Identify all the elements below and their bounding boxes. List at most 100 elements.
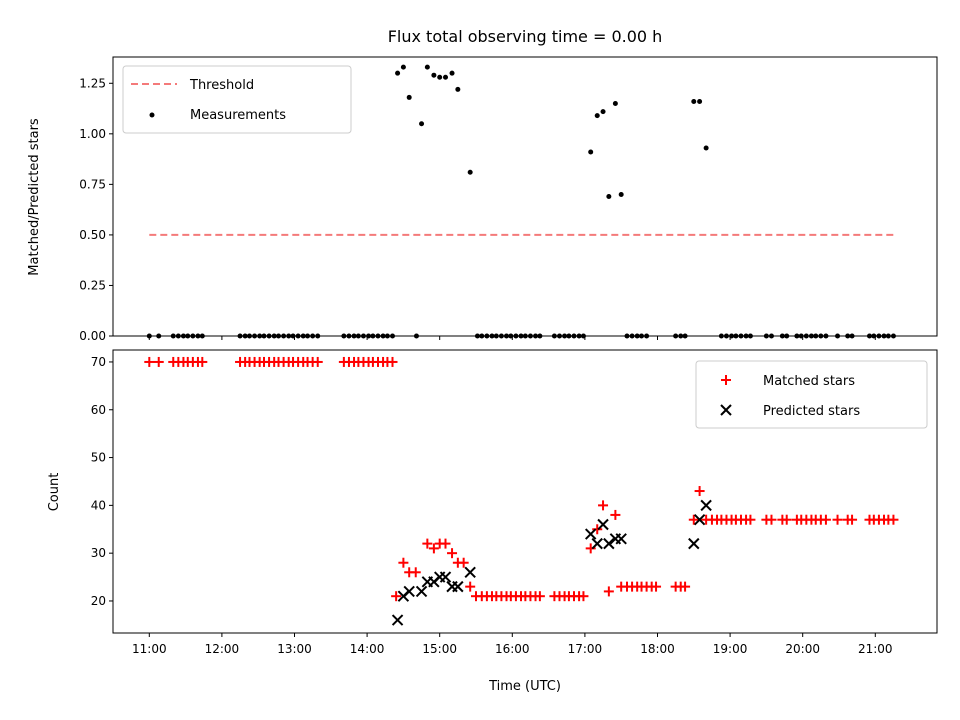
bottom-xtick-label: 14:00 xyxy=(350,642,385,656)
legend-threshold-label: Threshold xyxy=(189,78,254,93)
top-legend: Threshold Measurements xyxy=(122,65,352,134)
bottom-ytick-label: 20 xyxy=(91,594,106,608)
measurement-point xyxy=(612,101,618,106)
matched-star-point xyxy=(781,514,792,525)
predicted-star-point xyxy=(700,499,712,512)
predicted-star-point xyxy=(597,518,609,531)
bottom-ytick-label: 40 xyxy=(91,498,106,512)
measurement-point xyxy=(400,64,406,70)
predicted-star-point xyxy=(439,571,452,583)
measurement-point xyxy=(395,70,401,76)
bottom-xtick-label: 12:00 xyxy=(205,642,240,656)
top-panel: 0.00 0.25 0.50 0.75 1.00 1.25 Matched/Predict… xyxy=(27,56,938,343)
matched-star-point xyxy=(820,514,831,525)
top-yticks: 0.00 0.25 0.50 0.75 1.00 1.25 xyxy=(79,76,113,343)
matched-star-point xyxy=(688,514,699,525)
matched-star-point xyxy=(592,524,603,535)
measurement-point xyxy=(588,149,594,155)
measurement-point xyxy=(467,169,473,175)
matched-star-point xyxy=(428,543,439,554)
bottom-xtick-label: 21:00 xyxy=(858,642,893,656)
predicted-star-point xyxy=(403,585,415,598)
predicted-star-point xyxy=(693,513,706,526)
bottom-xtick-label: 20:00 xyxy=(785,642,820,656)
measurement-point xyxy=(443,74,449,80)
matched-star-point xyxy=(585,543,596,554)
matched-star-point xyxy=(440,538,451,549)
matched-star-point xyxy=(312,356,323,367)
measurement-point xyxy=(600,109,606,115)
bottom-xtick-label: 11:00 xyxy=(132,642,167,656)
predicted-star-point xyxy=(415,585,428,598)
top-ytick-label: 0.00 xyxy=(79,329,106,343)
matched-star-point xyxy=(144,356,155,367)
top-ytick-label: 0.50 xyxy=(79,228,106,242)
bottom-ytick-label: 70 xyxy=(91,355,106,369)
matched-star-point xyxy=(603,586,614,597)
measurement-point xyxy=(455,86,461,92)
bottom-xtick-label: 13:00 xyxy=(277,642,312,656)
top-ytick-label: 0.75 xyxy=(79,177,106,191)
measurement-point xyxy=(594,113,600,119)
matched-star-point xyxy=(447,548,458,559)
predicted-star-point xyxy=(584,528,597,540)
bottom-xtick-label: 19:00 xyxy=(713,642,748,656)
matched-star-point xyxy=(766,514,777,525)
top-legend-box xyxy=(122,65,352,134)
bottom-ytick-label: 50 xyxy=(91,451,106,465)
predicted-star-point xyxy=(452,580,464,593)
matched-star-point xyxy=(534,591,545,602)
matched-star-point xyxy=(694,486,705,497)
measurement-point xyxy=(703,145,709,151)
matched-star-point xyxy=(888,514,899,525)
predicted-star-point xyxy=(603,537,615,550)
predicted-star-point xyxy=(591,537,603,550)
predicted-star-point xyxy=(688,537,700,550)
matched-star-point xyxy=(458,557,469,568)
predicted-star-point xyxy=(615,533,627,545)
bottom-legend-box xyxy=(695,360,928,429)
matched-star-point xyxy=(153,356,164,367)
matched-star-point xyxy=(680,581,691,592)
measurement-point xyxy=(424,64,430,70)
matched-star-point xyxy=(610,509,621,520)
legend-measurements-label: Measurements xyxy=(190,108,286,123)
bottom-panel: 20 30 40 50 60 70 11:00 12:00 13:00 14:00 15:00 16… xyxy=(47,349,938,694)
matched-star-point xyxy=(598,500,609,511)
bottom-ytick-label: 60 xyxy=(91,403,106,417)
measurement-point xyxy=(437,74,443,80)
bottom-ytick-label: 30 xyxy=(91,546,106,560)
matched-star-point xyxy=(398,557,409,568)
bottom-ylabel: Count xyxy=(47,473,62,512)
matched-star-point xyxy=(410,567,421,578)
matched-star-point xyxy=(847,514,858,525)
top-ytick-label: 0.25 xyxy=(79,278,106,292)
top-ytick-label: 1.25 xyxy=(79,76,106,90)
matched-star-point xyxy=(391,591,402,602)
matched-star-point xyxy=(578,591,589,602)
matched-star-point xyxy=(422,538,433,549)
bottom-xtick-label: 15:00 xyxy=(422,642,457,656)
bottom-axes-frame xyxy=(112,349,938,634)
measurement-point xyxy=(449,70,455,76)
bottom-xtick-label: 16:00 xyxy=(495,642,530,656)
bottom-xtick-label: 17:00 xyxy=(568,642,603,656)
bottom-marks xyxy=(144,356,899,626)
matched-star-point xyxy=(745,514,756,525)
bottom-yticks: 20 30 40 50 60 70 xyxy=(91,355,113,608)
bottom-xtick-label: 18:00 xyxy=(640,642,675,656)
legend-predicted-swatch xyxy=(720,404,732,416)
matched-star-point xyxy=(465,581,476,592)
legend-matched-swatch xyxy=(721,375,731,385)
measurement-point xyxy=(431,72,437,78)
predicted-star-point xyxy=(464,566,476,578)
top-axes-frame xyxy=(112,56,938,337)
matched-star-point xyxy=(197,356,208,367)
legend-predicted-label: Predicted stars xyxy=(763,404,860,419)
top-ylabel: Matched/Predicted stars xyxy=(27,118,42,276)
top-xticks xyxy=(148,336,876,340)
measurement-point xyxy=(419,121,425,127)
predicted-star-point xyxy=(391,614,404,626)
bottom-legend: Matched stars Predicted stars xyxy=(695,360,928,429)
